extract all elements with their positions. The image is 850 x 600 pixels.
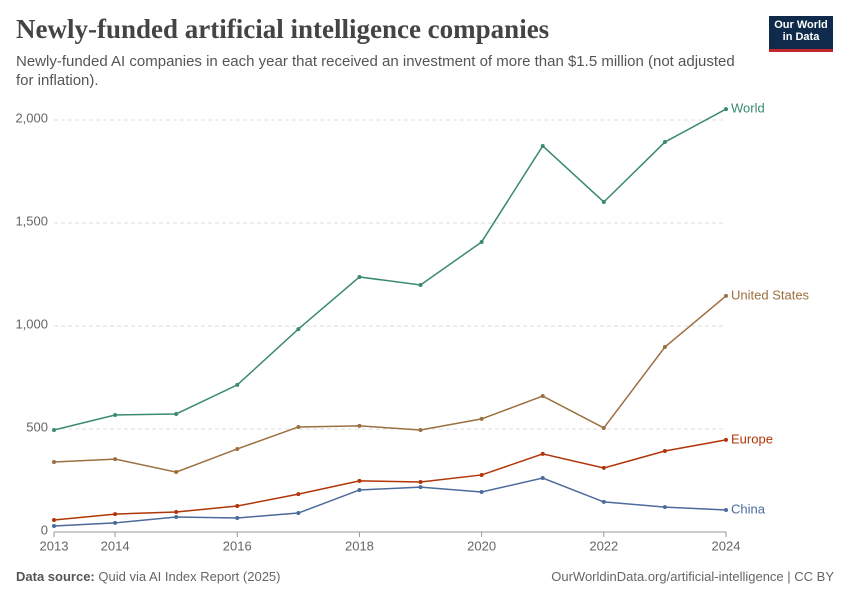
point — [601, 425, 606, 430]
point — [724, 507, 728, 512]
point — [540, 143, 545, 148]
series-label: Europe — [731, 431, 773, 446]
point — [235, 446, 240, 451]
point — [52, 459, 56, 464]
point — [52, 428, 56, 433]
point — [174, 411, 179, 416]
x-tick-label: 2018 — [345, 538, 374, 553]
url[interactable]: OurWorldinData.org/artificial-intelligen… — [551, 569, 834, 584]
point — [296, 327, 301, 332]
logo[interactable]: Our World in Data — [769, 16, 833, 52]
point — [662, 449, 667, 454]
source-text[interactable]: Quid via AI Index Report (2025) — [98, 569, 281, 584]
title: Newly-funded artificial intelligence com… — [16, 14, 550, 44]
point — [418, 485, 423, 490]
point — [724, 437, 728, 442]
point — [235, 515, 240, 520]
point — [724, 107, 728, 112]
point — [235, 504, 240, 509]
point — [540, 451, 545, 456]
point — [418, 479, 423, 484]
point — [113, 512, 118, 517]
point — [479, 490, 484, 495]
x-tick-label: 2022 — [589, 538, 618, 553]
point — [52, 518, 56, 523]
point — [662, 140, 667, 145]
point — [724, 293, 728, 298]
point — [357, 478, 362, 483]
point — [52, 524, 56, 529]
series-line — [53, 108, 727, 431]
y-tick-label: 0 — [41, 522, 48, 537]
x-tick-label: 2020 — [467, 538, 496, 553]
point — [174, 510, 179, 515]
logo-line: in Data — [782, 31, 820, 43]
point — [357, 487, 362, 492]
y-tick-label: 1,500 — [15, 213, 48, 228]
point — [296, 424, 301, 429]
series-line — [53, 295, 727, 473]
point — [601, 499, 606, 504]
point — [479, 416, 484, 421]
point — [418, 283, 423, 288]
subtitle: Newly-funded AI companies in each year t… — [16, 53, 735, 89]
series-label: World — [731, 101, 765, 116]
point — [540, 394, 545, 399]
point — [357, 423, 362, 428]
logo-line: Our World — [774, 19, 828, 31]
point — [601, 199, 606, 204]
x-tick-label: 2024 — [712, 538, 741, 553]
y-tick-label: 1,000 — [15, 316, 48, 331]
x-tick-label: 2013 — [40, 538, 69, 553]
point — [113, 457, 118, 462]
series-label: United States — [731, 287, 810, 302]
point — [113, 412, 118, 417]
point — [479, 472, 484, 477]
point — [296, 511, 301, 516]
point — [357, 274, 362, 279]
x-tick-label: 2014 — [101, 538, 130, 553]
point — [662, 345, 667, 350]
y-tick-label: 2,000 — [15, 110, 48, 125]
point — [418, 428, 423, 433]
point — [235, 382, 240, 387]
point — [296, 492, 301, 497]
series-line — [53, 477, 727, 527]
point — [540, 476, 545, 481]
point — [662, 505, 667, 510]
point — [601, 465, 606, 470]
point — [174, 470, 179, 475]
point — [174, 514, 179, 519]
series-label: China — [731, 501, 766, 516]
x-tick-label: 2016 — [223, 538, 252, 553]
chart: 0 500 1,000 1,500 2,000 2013 2014 2016 2018 2020 2… — [15, 101, 810, 554]
point — [479, 239, 484, 244]
source: Data source: Quid via AI Index Report (2… — [16, 569, 280, 584]
y-tick-label: 500 — [26, 419, 48, 434]
point — [113, 520, 118, 525]
source-label: Data source: — [16, 569, 95, 584]
series-line — [53, 439, 727, 521]
